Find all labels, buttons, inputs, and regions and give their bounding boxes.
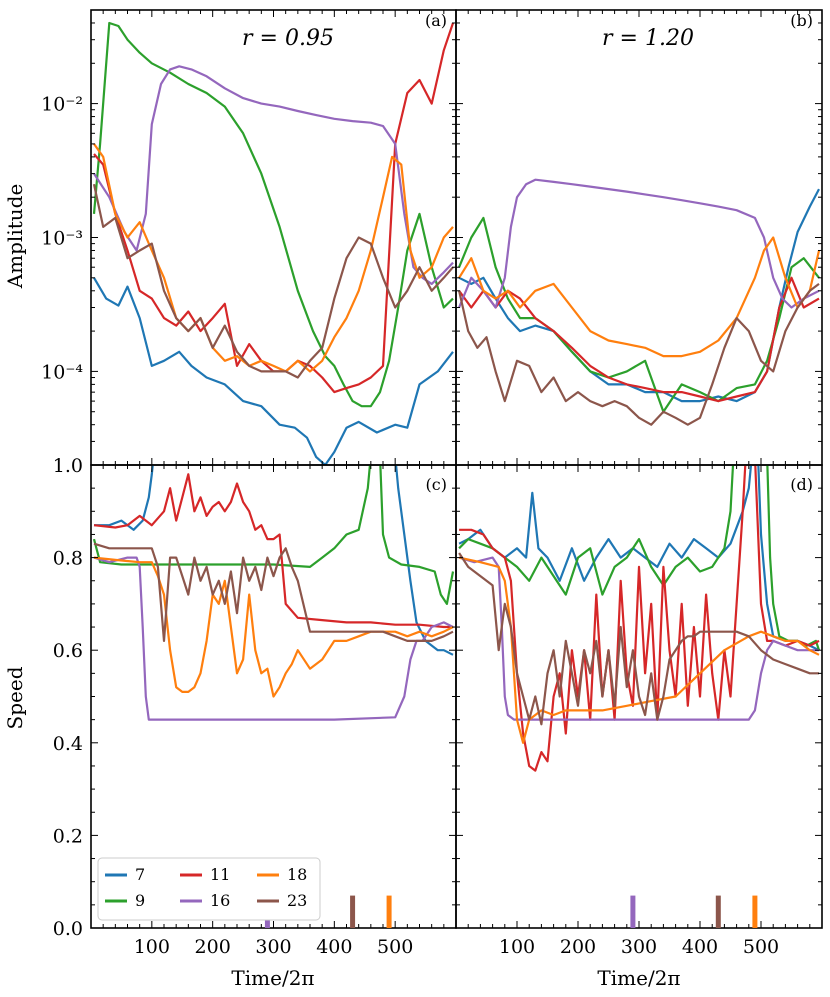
series-9-line-c (92, 465, 372, 568)
x-tick-label: 400 (316, 936, 352, 958)
series-11-line-c (93, 473, 453, 629)
panel-c-letter: (c) (426, 475, 447, 494)
series-7-line-c (94, 465, 154, 531)
series-11-line-b (458, 276, 820, 403)
x-tick-label: 500 (743, 936, 779, 958)
series-7-line-a (93, 277, 454, 465)
series-9-line-b (458, 216, 820, 413)
y-tick-label: 0.6 (53, 640, 83, 662)
series-7-line-c-b (394, 465, 454, 656)
series-16-line-d (458, 556, 819, 721)
x-tick-label: 300 (255, 936, 291, 958)
y-tick-label: 10⁻² (41, 94, 83, 116)
panel-b-frame (455, 9, 823, 466)
legend: 7 9 11 16 18 23 (97, 857, 321, 921)
series-18-line-b (458, 236, 821, 358)
panel-a-y-tick-labels: 10⁻² 10⁻³ 10⁻⁴ (41, 94, 83, 384)
series-23-line-c (93, 542, 454, 642)
panel-a-amplitude: r = 0.95 (a) (90, 9, 457, 466)
x-tick-label: 300 (621, 936, 657, 958)
x-tick-label: 400 (682, 936, 718, 958)
panel-d-frame (455, 464, 823, 929)
panel-d-x-tick-labels: 100 200 300 400 500 (499, 936, 779, 958)
y-tick-label: 0.0 (53, 918, 83, 940)
legend-label-23: 23 (287, 891, 307, 910)
y-axis-title-amplitude: Amplitude (3, 184, 27, 290)
panel-a-r-label: r = 0.95 (242, 26, 334, 51)
legend-label-18: 18 (287, 865, 307, 884)
panel-b-letter: (b) (790, 11, 813, 30)
series-7-line-d (458, 465, 753, 582)
y-tick-label: 0.8 (53, 548, 83, 570)
y-tick-label: 10⁻³ (41, 228, 83, 250)
legend-label-16: 16 (210, 891, 230, 910)
series-23-line-b (458, 283, 820, 426)
x-tick-label: 200 (560, 936, 596, 958)
legend-label-9: 9 (135, 891, 145, 910)
panel-c-y-tick-labels: 0.0 0.2 0.4 0.6 0.8 1.0 (53, 455, 83, 940)
y-tick-label: 0.2 (53, 825, 83, 847)
x-tick-label: 500 (377, 936, 413, 958)
legend-label-7: 7 (135, 865, 145, 884)
panel-b-tick-marks (456, 9, 822, 466)
x-axis-title-right: Time/2π (597, 966, 680, 990)
series-9-line-a (92, 21, 454, 408)
y-tick-label: 0.4 (53, 733, 83, 755)
series-23-line-d (458, 552, 819, 726)
x-tick-label: 100 (499, 936, 535, 958)
x-tick-label: 200 (195, 936, 231, 958)
panel-d-speed: (d) (455, 464, 823, 929)
panel-c-x-tick-labels: 100 200 300 400 500 (134, 936, 414, 958)
x-tick-label: 100 (134, 936, 170, 958)
y-tick-label: 1.0 (53, 455, 83, 477)
series-23-line-a (92, 183, 454, 379)
panel-b-amplitude: r = 1.20 (b) (455, 9, 823, 466)
series-18-line-c (93, 556, 454, 698)
series-16-line-b (458, 178, 820, 309)
legend-label-11: 11 (210, 865, 230, 884)
panel-d-letter: (d) (790, 475, 813, 494)
series-9-line-d (458, 465, 735, 596)
panel-c-speed: (c) (90, 464, 457, 929)
series-9-line-c-b (379, 465, 455, 605)
series-16-line-a (93, 65, 454, 285)
panel-a-letter: (a) (425, 11, 447, 30)
panel-b-r-label: r = 1.20 (602, 26, 694, 51)
x-axis-title-left: Time/2π (231, 966, 314, 990)
y-tick-label: 10⁻⁴ (41, 361, 83, 383)
y-axis-title-speed: Speed (3, 666, 27, 729)
